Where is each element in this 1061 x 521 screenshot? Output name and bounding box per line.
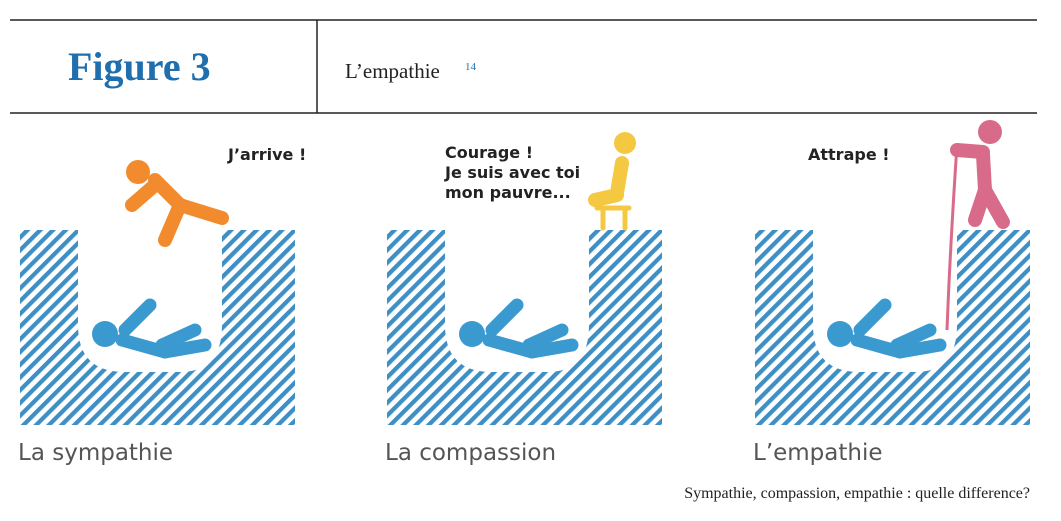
panel: Attrape ! L’empathie: [753, 120, 1030, 466]
leg: [522, 323, 569, 352]
body: [610, 156, 629, 200]
leg: [173, 198, 229, 225]
source-caption: Sympathie, compassion, empathie : quelle…: [684, 485, 1030, 502]
panel-caption: L’empathie: [753, 440, 883, 466]
panel: J’arrive ! La sympathie: [18, 145, 306, 466]
arm: [118, 298, 157, 337]
head: [827, 321, 853, 347]
fallen-person: [459, 298, 579, 359]
panel-caption: La compassion: [385, 440, 556, 466]
arm: [125, 178, 162, 212]
head: [126, 160, 150, 184]
speech-line: J’arrive !: [227, 145, 306, 164]
helper-person: [950, 120, 1010, 229]
leg: [890, 323, 937, 352]
pit: [755, 230, 1030, 425]
head: [459, 321, 485, 347]
arm: [485, 298, 524, 337]
arm: [950, 143, 990, 159]
fallen-person: [827, 298, 947, 359]
leg: [525, 338, 579, 359]
pit: [387, 230, 662, 425]
leg: [893, 338, 947, 359]
leg: [158, 338, 212, 359]
body: [850, 333, 907, 359]
footnote-ref: 14: [465, 61, 477, 73]
helper-person: [588, 132, 636, 231]
panel-caption: La sympathie: [18, 440, 173, 466]
speech-line: mon pauvre...: [445, 183, 571, 202]
leg: [588, 188, 624, 207]
speech-line: Je suis avec toi: [444, 163, 580, 182]
body: [115, 333, 172, 359]
rope: [945, 144, 959, 331]
panels: J’arrive ! La sympathie Courage !Je suis a…: [18, 120, 1030, 466]
body: [482, 333, 539, 359]
helper-person: [125, 160, 229, 247]
speech-line: Courage !: [445, 143, 533, 162]
head: [614, 132, 636, 154]
speech-line: Attrape !: [808, 145, 890, 164]
head: [92, 321, 118, 347]
leg: [978, 183, 1010, 229]
figure-label: Figure 3: [68, 44, 211, 89]
pit: [20, 230, 295, 425]
arm: [853, 298, 892, 337]
stool: [594, 205, 632, 231]
figure-title: L’empathie: [345, 59, 440, 83]
leg: [155, 323, 202, 352]
fallen-person: [92, 298, 212, 359]
head: [978, 120, 1002, 144]
